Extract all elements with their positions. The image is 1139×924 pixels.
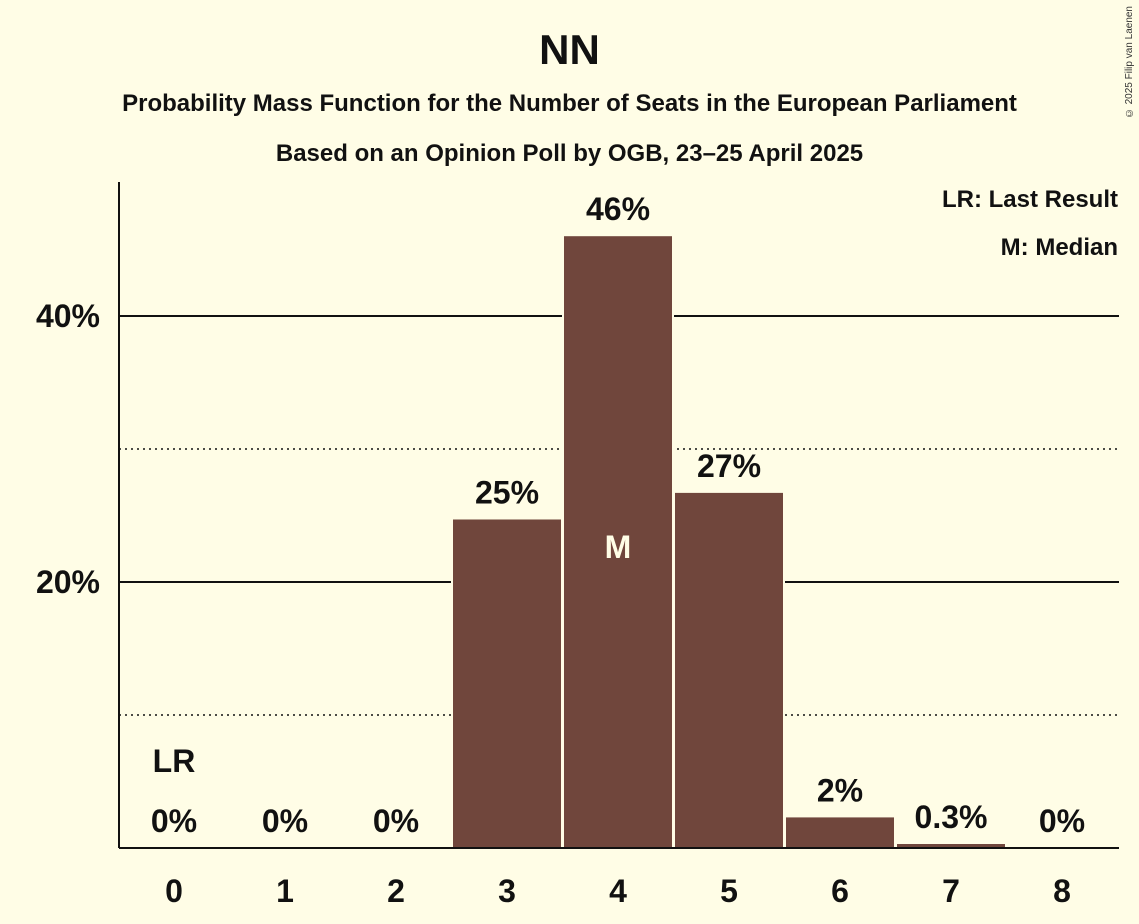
bar-value-label: 0%	[1039, 803, 1085, 839]
chart-subtitle-source: Based on an Opinion Poll by OGB, 23–25 A…	[275, 140, 864, 167]
bar-value-label: 0.3%	[915, 799, 988, 835]
x-tick-label: 3	[498, 873, 516, 909]
x-tick-label: 6	[831, 873, 849, 909]
x-tick-label: 2	[387, 873, 405, 909]
bar-value-label: 0%	[151, 803, 197, 839]
bar-value-label: 25%	[475, 474, 539, 510]
y-tick-label: 40%	[36, 298, 100, 334]
last-result-marker: LR	[153, 743, 196, 779]
x-tick-label: 1	[276, 873, 294, 909]
bar	[453, 519, 561, 848]
chart-title: NN	[539, 26, 600, 73]
legend-median: M: Median	[1000, 234, 1118, 261]
bar-value-label: 0%	[262, 803, 308, 839]
x-tick-label: 5	[720, 873, 738, 909]
bar-value-label: 2%	[817, 772, 863, 808]
chart-subtitle: Probability Mass Function for the Number…	[122, 90, 1017, 117]
bar-value-label: 0%	[373, 803, 419, 839]
median-marker: M	[605, 529, 632, 565]
bar	[897, 844, 1005, 848]
x-tick-label: 7	[942, 873, 960, 909]
bar	[564, 236, 672, 848]
bar-value-label: 46%	[586, 191, 650, 227]
legend-last-result: LR: Last Result	[941, 186, 1118, 213]
bar-value-label: 27%	[697, 448, 761, 484]
y-tick-label: 20%	[36, 564, 100, 600]
x-tick-label: 4	[609, 873, 627, 909]
bar	[786, 817, 894, 848]
bar	[675, 492, 783, 848]
x-tick-label: 8	[1053, 873, 1071, 909]
x-tick-label: 0	[165, 873, 183, 909]
